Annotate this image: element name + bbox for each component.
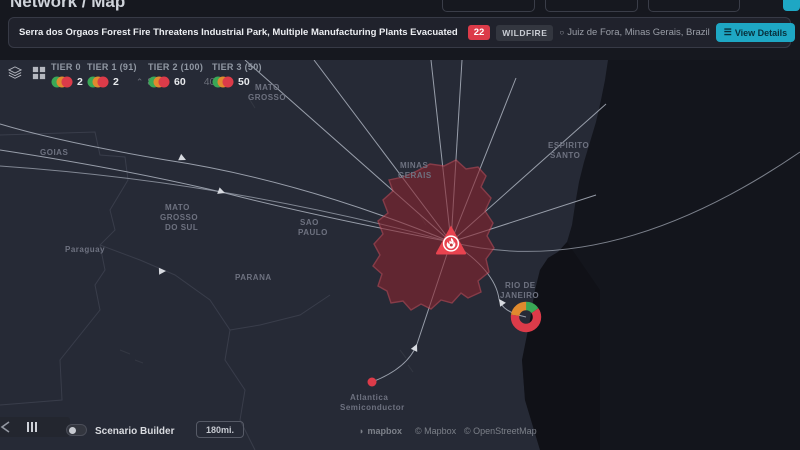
svg-text:Paraguay: Paraguay (65, 245, 105, 254)
svg-text:PAULO: PAULO (298, 228, 328, 237)
svg-text:Semiconductor: Semiconductor (340, 403, 405, 412)
svg-text:ESPIRITO: ESPIRITO (548, 141, 589, 150)
svg-text:GERAIS: GERAIS (398, 171, 432, 180)
svg-text:GROSSO: GROSSO (160, 213, 198, 222)
svg-text:DO SUL: DO SUL (165, 223, 198, 232)
svg-text:PARANA: PARANA (235, 273, 272, 282)
svg-text:Atlantica: Atlantica (350, 393, 388, 402)
svg-text:RIO DE: RIO DE (505, 281, 536, 290)
svg-text:MINAS: MINAS (400, 161, 428, 170)
svg-text:SAO: SAO (300, 218, 319, 227)
svg-text:GROSSO: GROSSO (248, 93, 286, 102)
svg-text:JANEIRO: JANEIRO (500, 291, 539, 300)
svg-text:GOIAS: GOIAS (40, 148, 68, 157)
svg-text:SANTO: SANTO (550, 151, 580, 160)
svg-text:MATO: MATO (165, 203, 190, 212)
